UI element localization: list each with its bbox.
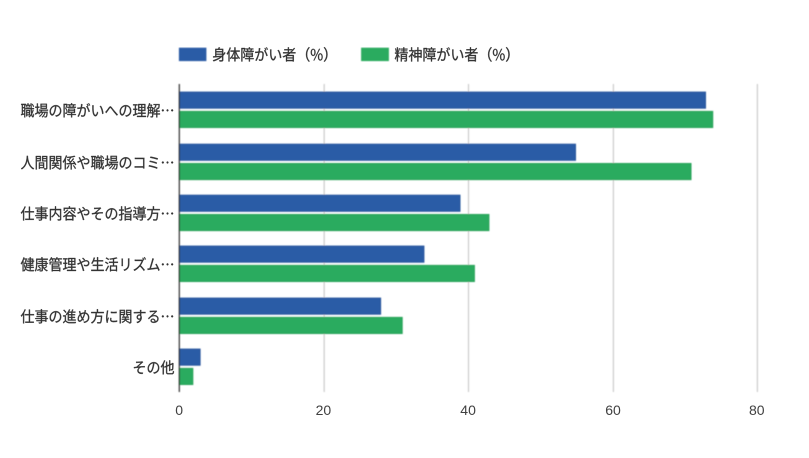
svg-text:20: 20 <box>316 402 332 418</box>
svg-text:0: 0 <box>175 402 183 418</box>
svg-text:80: 80 <box>749 402 765 418</box>
svg-text:40: 40 <box>460 402 476 418</box>
svg-text:60: 60 <box>605 402 621 418</box>
